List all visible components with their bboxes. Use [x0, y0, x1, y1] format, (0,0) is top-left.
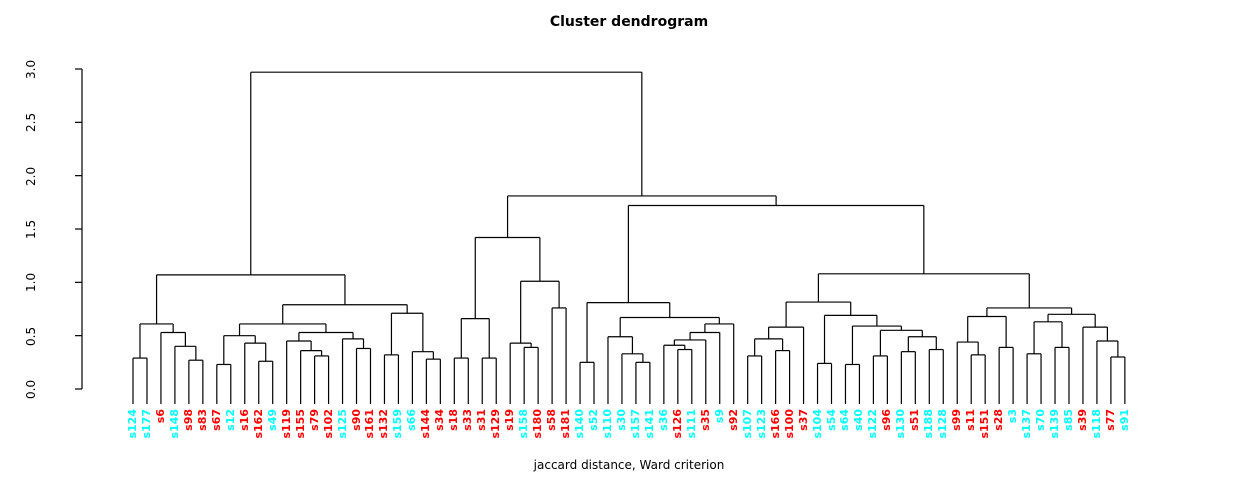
leaf-label: s157	[628, 409, 642, 439]
leaf-label: s129	[489, 409, 503, 439]
leaf-label: s54	[824, 409, 838, 431]
leaf-label: s52	[587, 409, 600, 431]
leaf-label: s31	[475, 409, 489, 431]
leaf-label: s9	[712, 409, 726, 424]
leaf-label: s12	[223, 409, 237, 431]
leaf-label: s30	[614, 409, 628, 431]
leaf-label: s107	[740, 409, 754, 439]
leaf-label: s98	[181, 409, 195, 431]
leaf-label: s66	[405, 409, 419, 431]
leaf-label: s140	[573, 409, 587, 439]
leaf-label: s37	[796, 409, 810, 431]
y-tick-label: 2.5	[24, 112, 38, 132]
leaf-label: s125	[335, 409, 349, 439]
leaf-label: s137	[1020, 409, 1034, 439]
leaf-label: s124	[126, 409, 139, 439]
y-tick-label: 0.0	[24, 379, 38, 399]
leaf-label: s36	[656, 409, 670, 431]
leaf-label: s6	[153, 409, 167, 424]
leaf-label: s100	[782, 409, 796, 439]
leaf-label: s64	[838, 409, 852, 431]
leaf-label: s79	[307, 409, 321, 431]
leaf-label: s110	[600, 409, 614, 439]
leaf-label: s181	[559, 409, 573, 439]
leaf-label: s70	[1034, 409, 1048, 431]
y-tick-label: 1.5	[24, 219, 38, 239]
leaf-label: s85	[1061, 409, 1075, 431]
leaf-label: s119	[279, 409, 293, 439]
leaf-label: s104	[810, 409, 824, 439]
y-tick-label: 1.0	[24, 272, 38, 292]
leaf-label: s40	[852, 409, 866, 431]
leaf-label: s91	[1117, 409, 1131, 431]
y-tick-label: 2.0	[24, 166, 38, 186]
leaf-label: s126	[670, 409, 684, 439]
leaf-label: s35	[698, 409, 712, 431]
leaf-label: s19	[503, 409, 517, 431]
x-axis-label: jaccard distance, Ward criterion	[533, 458, 725, 472]
leaf-label: s162	[251, 409, 265, 439]
leaf-label: s34	[433, 409, 447, 431]
leaf-label: s11	[964, 409, 978, 431]
leaf-label: s144	[419, 409, 433, 439]
leaf-label: s161	[363, 409, 377, 439]
leaf-label: s96	[880, 409, 894, 431]
leaf-label: s123	[754, 409, 768, 439]
leaf-label: s33	[461, 409, 475, 431]
leaf-label: s51	[908, 409, 922, 431]
leaf-label: s118	[1089, 409, 1103, 439]
leaf-label: s28	[992, 409, 1006, 431]
leaf-label: s99	[950, 409, 964, 431]
chart-title: Cluster dendrogram	[549, 14, 709, 30]
leaf-label: s16	[237, 409, 251, 431]
leaf-label: s155	[293, 409, 307, 439]
leaf-label: s141	[642, 409, 656, 439]
leaf-label: s188	[922, 409, 936, 439]
leaf-label: s90	[349, 409, 363, 431]
leaf-label: s148	[167, 409, 181, 439]
leaf-label: s77	[1103, 409, 1117, 431]
leaf-label: s158	[517, 409, 531, 439]
leaf-label: s102	[321, 409, 335, 439]
leaf-label: s130	[894, 409, 908, 439]
leaf-label: s166	[768, 409, 782, 439]
leaf-label: s180	[531, 409, 545, 439]
leaf-label: s139	[1048, 409, 1062, 439]
leaf-label: s67	[209, 409, 223, 431]
leaf-label: s49	[265, 409, 279, 431]
leaf-label: s177	[139, 409, 153, 439]
leaf-label: s83	[195, 409, 209, 431]
leaf-label: s92	[726, 409, 740, 431]
leaf-label: s128	[936, 409, 950, 439]
leaf-label: s18	[447, 409, 461, 431]
leaf-label: s122	[866, 409, 880, 439]
y-tick-label: 0.5	[24, 326, 38, 346]
leaf-label: s111	[684, 409, 698, 439]
leaf-label: s132	[377, 409, 391, 439]
leaf-label: s58	[545, 409, 559, 431]
leaf-label: s3	[1006, 409, 1020, 424]
leaf-label: s159	[391, 409, 405, 439]
leaf-label: s151	[978, 409, 992, 439]
leaf-label: s39	[1075, 409, 1089, 431]
y-tick-label: 3.0	[24, 59, 38, 79]
